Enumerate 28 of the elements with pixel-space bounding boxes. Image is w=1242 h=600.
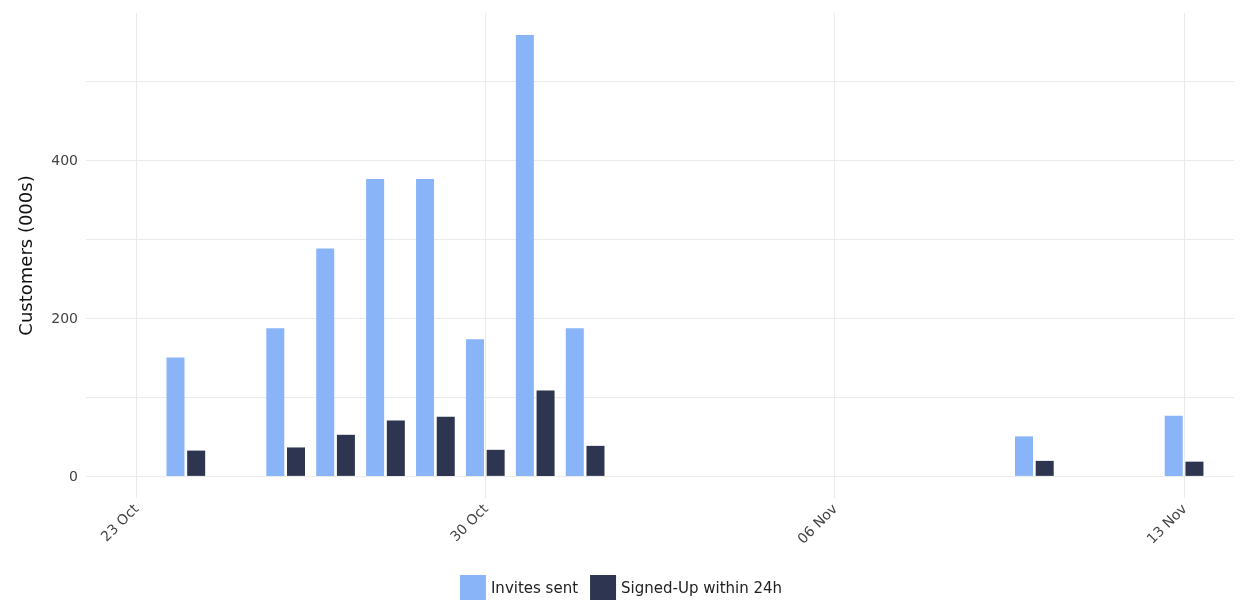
bar xyxy=(465,339,484,476)
y-tick-label: 400 xyxy=(51,151,78,168)
bar xyxy=(316,248,335,476)
bar xyxy=(565,328,584,476)
bar xyxy=(1164,415,1183,476)
bar xyxy=(366,178,385,476)
legend-label: Invites sent xyxy=(490,579,579,597)
bar xyxy=(1015,436,1033,476)
bar xyxy=(187,450,206,476)
y-tick-label: 0 xyxy=(69,467,78,484)
bar xyxy=(386,420,405,476)
bar xyxy=(586,445,605,476)
bar xyxy=(266,328,285,476)
y-tick-label: 200 xyxy=(51,309,78,326)
bar xyxy=(1185,461,1204,476)
x-tick-label: 23 Oct xyxy=(97,499,142,545)
bar xyxy=(1035,460,1054,476)
bar xyxy=(166,357,185,476)
bar xyxy=(436,416,455,476)
bar xyxy=(287,447,305,476)
y-axis-title: Customers (000s) xyxy=(14,175,36,336)
bar xyxy=(486,449,505,476)
x-tick-label: 30 Oct xyxy=(446,499,492,545)
bar xyxy=(536,390,555,476)
bar xyxy=(515,35,534,476)
bar xyxy=(416,178,435,476)
legend-label: Signed-Up within 24h xyxy=(621,579,783,597)
bar xyxy=(336,434,355,476)
